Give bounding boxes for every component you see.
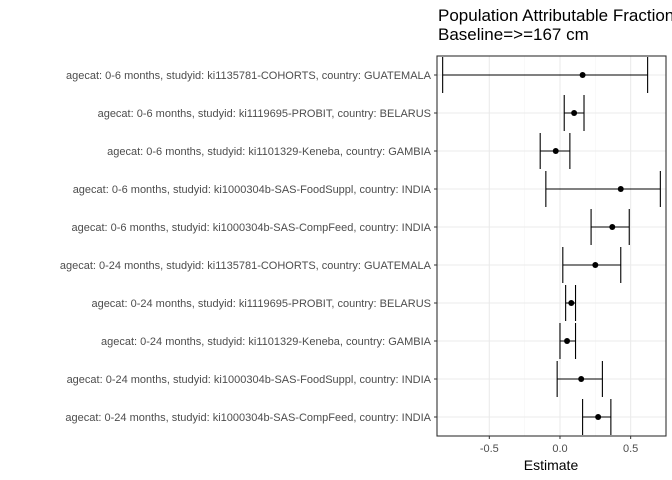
x-tick-label: 0.5 — [623, 443, 638, 455]
estimate-point — [617, 186, 624, 192]
estimate-point — [571, 110, 578, 116]
major-gridlines — [437, 56, 666, 436]
panel-border — [436, 55, 667, 437]
estimate-point — [595, 414, 602, 420]
y-axis: agecat: 0-6 months, studyid: ki1135781-C… — [60, 70, 437, 424]
estimate-point — [609, 224, 616, 230]
y-tick-label: agecat: 0-24 months, studyid: ki1101329-… — [101, 336, 432, 348]
y-tick-label: agecat: 0-24 months, studyid: ki1000304b… — [67, 374, 432, 386]
estimate-point — [564, 338, 571, 344]
estimate-point — [592, 262, 599, 268]
estimate-point — [568, 300, 575, 306]
x-axis: -0.5 0.0 0.5 — [480, 436, 638, 455]
y-tick-label: agecat: 0-6 months, studyid: ki1000304b-… — [73, 184, 432, 196]
x-tick-label: -0.5 — [480, 443, 499, 455]
y-tick-label: agecat: 0-24 months, studyid: ki1119695-… — [91, 298, 431, 310]
confidence-intervals — [442, 57, 661, 435]
y-tick-label: agecat: 0-6 months, studyid: ki1119695-P… — [98, 108, 431, 120]
estimate-point — [552, 148, 559, 154]
y-tick-label: agecat: 0-24 months, studyid: ki1000304b… — [65, 412, 431, 424]
x-tick-label: 0.0 — [552, 443, 567, 455]
x-axis-title: Estimate — [524, 457, 579, 473]
y-tick-label: agecat: 0-6 months, studyid: ki1101329-K… — [107, 146, 432, 158]
estimate-points — [552, 72, 624, 420]
y-tick-label: agecat: 0-6 months, studyid: ki1135781-C… — [66, 70, 432, 82]
y-tick-label: agecat: 0-6 months, studyid: ki1000304b-… — [71, 222, 431, 234]
y-tick-label: agecat: 0-24 months, studyid: ki1135781-… — [60, 260, 432, 272]
minor-gridlines — [524, 56, 596, 436]
chart-subtitle: Baseline=>=167 cm — [438, 25, 589, 44]
estimate-point — [579, 72, 586, 78]
chart-title: Population Attributable Fraction — [438, 6, 672, 25]
estimate-point — [578, 376, 585, 382]
